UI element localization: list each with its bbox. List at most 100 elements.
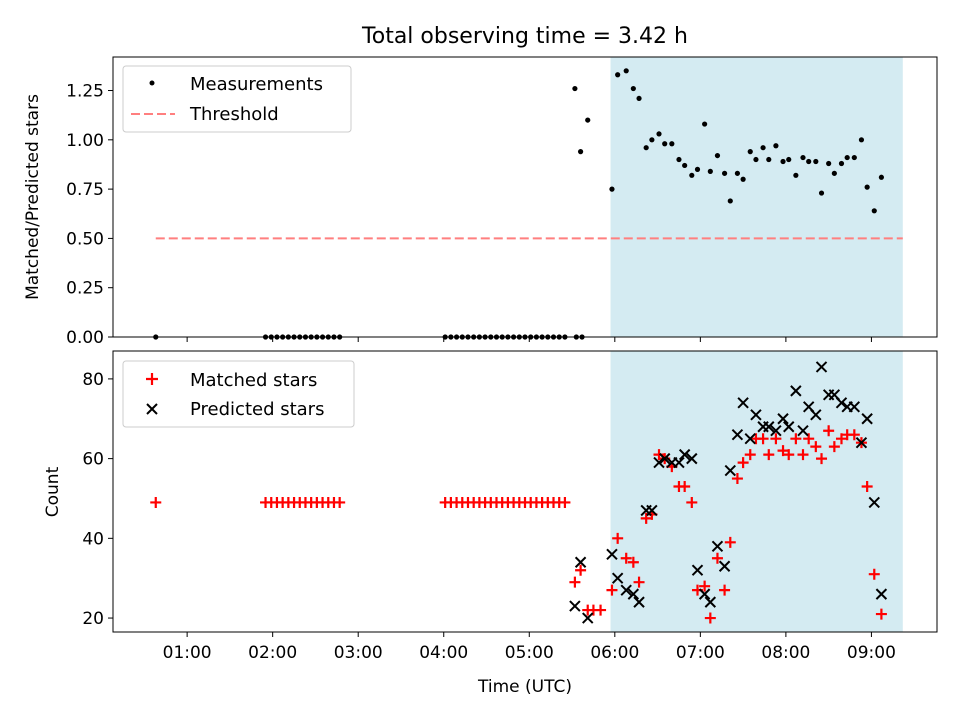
bottom-xtick-label-6: 07:00 (676, 643, 725, 663)
bottom-series0-point-77 (835, 433, 847, 445)
bottom-xtick-label-7: 08:00 (761, 643, 810, 663)
top-series0-point-69 (786, 156, 792, 163)
bottom-series0-point-59 (719, 584, 731, 596)
bottom-xlabel: Time (UTC) (477, 677, 572, 697)
bottom-series1-point-31 (790, 385, 802, 397)
top-series0-point-50 (662, 141, 668, 147)
top-series0-point-82 (871, 208, 877, 214)
bottom-ytick-label-3: 80 (82, 370, 104, 390)
bottom-xtick-label-4: 05:00 (505, 643, 554, 663)
legend-measurements-marker (149, 80, 155, 86)
bottom-series0-point-63 (744, 449, 756, 461)
top-series0-point-62 (740, 176, 746, 182)
top-series0-point-67 (773, 143, 779, 149)
bottom-series0-point-75 (823, 425, 835, 437)
top-series0-point-40 (577, 149, 584, 155)
top-series0-point-83 (878, 174, 885, 180)
bottom-series0-point-60 (724, 536, 736, 548)
legend-threshold-label: Threshold (189, 104, 279, 125)
legend-matched-marker (146, 373, 158, 385)
bottom-series0-point-62 (737, 457, 749, 469)
bottom-series0-point-49 (653, 449, 665, 461)
bottom-series1-point-32 (797, 425, 809, 437)
bottom-series1-point-2 (582, 612, 594, 624)
bottom-series1-point-5 (620, 584, 632, 596)
top-series0-point-51 (669, 141, 675, 147)
top-series0-point-76 (831, 170, 837, 176)
top-series0-point-70 (793, 172, 799, 178)
top-series0-point-39 (572, 85, 578, 92)
bottom-series0-point-71 (797, 449, 809, 461)
bottom-xtick-label-1: 02:00 (248, 643, 297, 663)
top-series0-point-60 (727, 198, 733, 204)
top-series0-point-48 (649, 137, 655, 143)
bottom-series1-point-11 (659, 452, 671, 465)
bottom-series1-point-23 (737, 397, 749, 409)
bottom-panel: 20 40 60 80 01:00 02:00 03:00 04:00 05:00 06:00 07… (43, 350, 938, 697)
bottom-series0-point-68 (777, 445, 789, 457)
top-series0-point-63 (747, 149, 753, 155)
bottom-legend: Matched stars Predicted stars (122, 360, 355, 428)
top-legend-box (122, 65, 352, 133)
bottom-xtick-label-8: 09:00 (847, 643, 896, 663)
bottom-series1-point-3 (606, 548, 618, 560)
bottom-ylabel: Count (43, 466, 63, 517)
top-series0-point-72 (806, 158, 812, 165)
top-series0-point-77 (838, 160, 845, 167)
bottom-series0-point-44 (620, 552, 632, 564)
top-ytick-label-4: 1.00 (66, 131, 104, 151)
bottom-ticks: 20 40 60 80 01:00 02:00 03:00 04:00 05:00 06:00 07… (82, 370, 896, 663)
bottom-series0-point-46 (633, 576, 645, 588)
bottom-series0-point-83 (875, 608, 887, 620)
legend-matched-label: Matched stars (190, 370, 317, 391)
bottom-series0-point-72 (803, 433, 815, 445)
bottom-series0-point-70 (790, 433, 802, 445)
top-shaded-region (610, 57, 903, 337)
bottom-series0-point-65 (757, 433, 769, 445)
bottom-series1-point-20 (718, 560, 731, 572)
top-series0-point-81 (864, 184, 870, 190)
top-ytick-label-2: 0.50 (66, 229, 104, 249)
bottom-series0-point-43 (612, 532, 624, 544)
legend-predicted-label: Predicted stars (190, 399, 324, 420)
bottom-series0-point-67 (770, 433, 782, 445)
bottom-series1-point-1 (574, 556, 587, 568)
bottom-legend-box (122, 360, 355, 428)
top-marks (153, 68, 903, 340)
top-series0-point-71 (800, 154, 806, 161)
bottom-ytick-label-1: 40 (82, 529, 104, 549)
top-series0-point-79 (851, 154, 857, 161)
top-series0-point-75 (826, 160, 832, 167)
bottom-xtick-label-3: 04:00 (419, 643, 468, 663)
bottom-xtick-label-2: 03:00 (334, 643, 383, 663)
bottom-series1-point-27 (763, 421, 775, 433)
top-ytick-label-1: 0.25 (66, 279, 104, 299)
bottom-series1-point-0 (569, 600, 581, 612)
top-series0-point-47 (643, 145, 649, 151)
bottom-series1-point-22 (731, 428, 744, 441)
bottom-series0-point-47 (640, 512, 652, 524)
top-series0-point-46 (636, 95, 642, 102)
bottom-series1-point-35 (815, 361, 828, 373)
top-axes-frame (112, 56, 938, 338)
top-series0-point-73 (813, 158, 819, 165)
bottom-series0-point-54 (686, 496, 698, 508)
top-series0-point-59 (721, 170, 728, 176)
bottom-series1-point-15 (686, 452, 698, 465)
top-series0-point-61 (734, 170, 741, 176)
bottom-xtick-label-5: 06:00 (590, 643, 639, 663)
bottom-series1-point-24 (744, 432, 756, 445)
bottom-series1-point-43 (868, 496, 880, 509)
top-ytick-label-3: 0.75 (66, 180, 104, 200)
bottom-series0-point-45 (627, 556, 639, 568)
bottom-series1-point-29 (777, 413, 789, 425)
legend-predicted-marker (146, 403, 158, 415)
top-series0-point-43 (615, 72, 621, 78)
top-series0-point-56 (702, 121, 708, 127)
bottom-series0-point-76 (828, 441, 840, 453)
chart-title: Total observing time = 3.42 h (361, 24, 688, 49)
top-series0-point-45 (630, 85, 636, 92)
bottom-series0-point-79 (848, 429, 860, 441)
bottom-series1-point-7 (633, 596, 645, 608)
